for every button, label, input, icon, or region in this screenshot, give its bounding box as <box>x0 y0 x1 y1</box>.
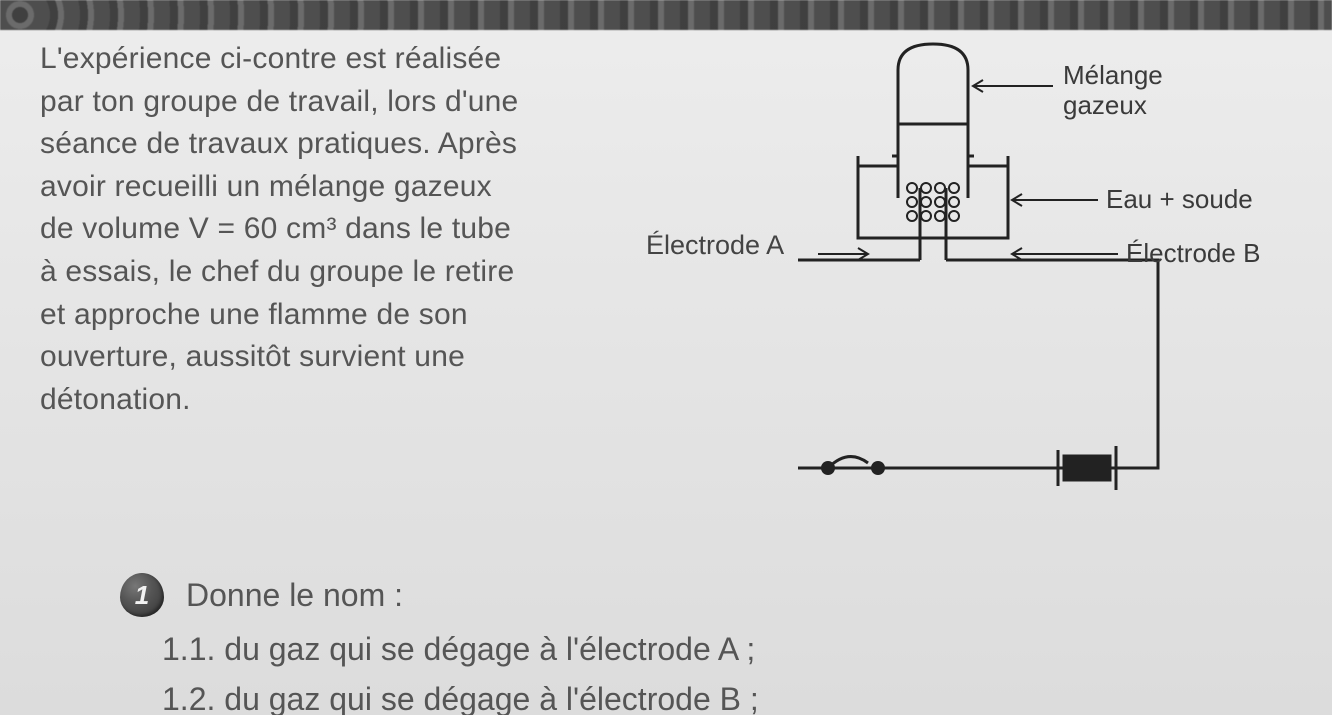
question-item: 1.2. du gaz qui se dégage à l'électrode … <box>162 675 1312 715</box>
question-number-badge: 1 <box>120 573 164 617</box>
intro-line: séance de travaux pratiques. Après <box>40 123 640 166</box>
electrode-a-label: Électrode A <box>646 230 784 261</box>
label-gas-mix-1: Mélange <box>1063 60 1163 90</box>
page: L'expérience ci-contre est réalisée par … <box>0 0 1332 715</box>
question-items: 1.1. du gaz qui se dégage à l'électrode … <box>162 625 1312 715</box>
question-lead-text: Donne le nom : <box>186 577 403 614</box>
intro-line: de volume V = 60 cm³ dans le tube <box>40 208 640 251</box>
decorative-top-band <box>0 0 1332 30</box>
content-area: L'expérience ci-contre est réalisée par … <box>40 38 1312 695</box>
question-item: 1.1. du gaz qui se dégage à l'électrode … <box>162 625 1312 675</box>
label-solution: Eau + soude <box>1106 184 1253 214</box>
intro-line: par ton groupe de travail, lors d'une <box>40 81 640 124</box>
intro-line: détonation. <box>40 379 640 422</box>
top-row: L'expérience ci-contre est réalisée par … <box>40 38 1312 513</box>
intro-paragraph: L'expérience ci-contre est réalisée par … <box>40 38 640 421</box>
intro-line: et approche une flamme de son <box>40 294 640 337</box>
diagram-svg: Mélange gazeux Eau + soude <box>798 38 1318 508</box>
intro-line: ouverture, aussitôt survient une <box>40 336 640 379</box>
label-gas-mix-2: gazeux <box>1063 90 1147 120</box>
intro-line: L'expérience ci-contre est réalisée <box>40 38 640 81</box>
question-block: 1 Donne le nom : 1.1. du gaz qui se déga… <box>120 573 1312 715</box>
label-electrode-b: Électrode B <box>1126 238 1260 268</box>
intro-line: avoir recueilli un mélange gazeux <box>40 166 640 209</box>
intro-line: à essais, le chef du groupe le retire <box>40 251 640 294</box>
electrolysis-diagram: Mélange gazeux Eau + soude <box>798 38 1318 513</box>
question-lead-row: 1 Donne le nom : <box>120 573 1312 617</box>
